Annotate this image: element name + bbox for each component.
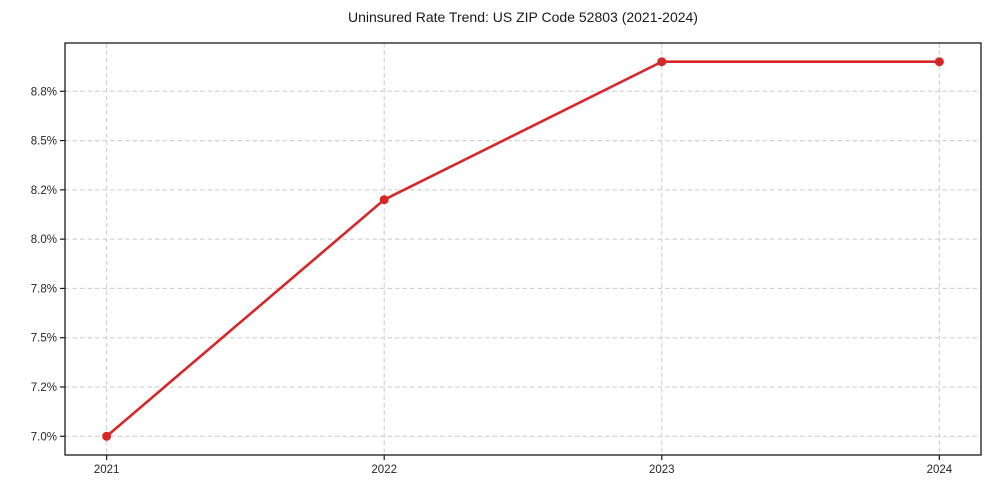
y-tick-label: 7.0% xyxy=(31,431,57,443)
plot-border xyxy=(64,42,982,456)
y-tick-label: 8.8% xyxy=(31,86,57,98)
data-point-2021 xyxy=(102,431,112,441)
data-point-2022 xyxy=(379,195,389,205)
x-tick-label: 2024 xyxy=(927,464,953,476)
y-tick-label: 8.0% xyxy=(31,234,57,246)
y-tick-label: 8.2% xyxy=(31,185,57,197)
chart-title: Uninsured Rate Trend: US ZIP Code 52803 … xyxy=(348,9,698,25)
x-tick-label: 2022 xyxy=(371,464,397,476)
data-point-2023 xyxy=(657,57,667,67)
y-tick-label: 7.5% xyxy=(31,333,57,345)
data-line xyxy=(105,60,941,438)
y-tick-label: 8.5% xyxy=(31,136,57,148)
y-tick-label: 7.2% xyxy=(31,382,57,394)
x-tick-label: 2021 xyxy=(94,464,120,476)
y-tick-label: 7.8% xyxy=(31,283,57,295)
x-tick-label: 2023 xyxy=(649,464,675,476)
data-point-2024 xyxy=(934,57,944,67)
